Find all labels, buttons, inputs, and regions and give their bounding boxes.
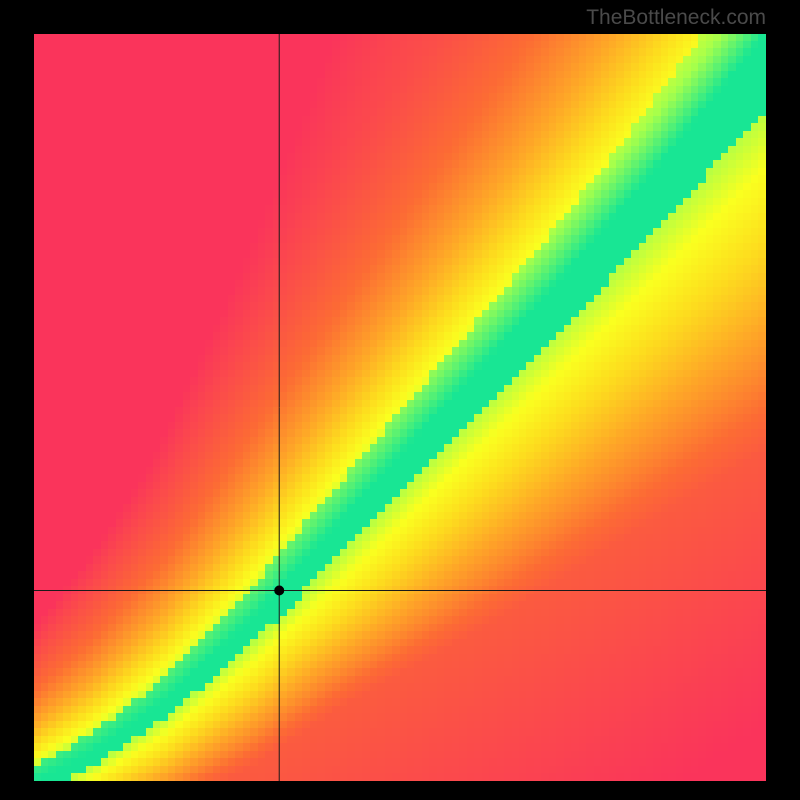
heatmap-plot: [34, 34, 766, 781]
heatmap-canvas: [34, 34, 766, 781]
watermark-text: TheBottleneck.com: [586, 6, 766, 30]
chart-container: TheBottleneck.com: [0, 0, 800, 800]
